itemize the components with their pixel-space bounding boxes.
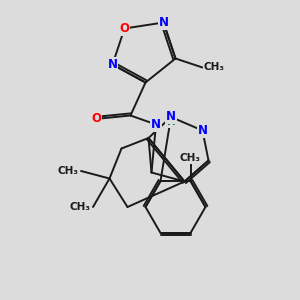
Text: CH₃: CH₃	[69, 202, 90, 212]
Text: CH₃: CH₃	[180, 153, 201, 163]
Text: N: N	[107, 58, 118, 71]
Text: CH₃: CH₃	[204, 62, 225, 73]
Text: H: H	[167, 117, 176, 127]
Text: N: N	[158, 16, 169, 29]
Text: N: N	[197, 124, 208, 137]
Text: O: O	[91, 112, 101, 125]
Text: N: N	[166, 110, 176, 124]
Text: O: O	[119, 22, 130, 35]
Text: CH₃: CH₃	[57, 166, 78, 176]
Text: N: N	[151, 118, 161, 131]
